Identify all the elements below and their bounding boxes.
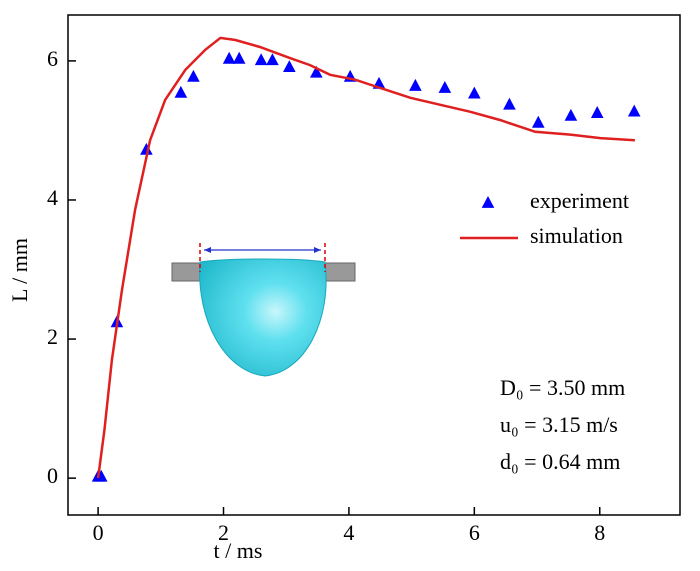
data-point: [174, 85, 188, 98]
data-point: [503, 97, 516, 110]
data-point: [232, 51, 246, 64]
data-line: [96, 36, 635, 479]
annotation: u₀ = 3.15 m/s: [500, 412, 618, 437]
data-point: [94, 469, 108, 482]
data-point: [283, 60, 296, 73]
x-tick-label: 8: [594, 520, 605, 545]
y-tick-label: 6: [47, 46, 58, 71]
legend-label: simulation: [530, 223, 623, 248]
plot-frame: [67, 14, 681, 516]
x-axis-label: t / ms: [214, 538, 263, 563]
y-tick-label: 2: [47, 324, 58, 349]
legend-marker: [481, 196, 495, 208]
data-point: [468, 86, 481, 99]
data-point: [564, 108, 578, 121]
data-point: [438, 81, 452, 93]
data-point: [627, 104, 641, 117]
data-point: [222, 51, 236, 64]
data-point: [254, 53, 268, 66]
x-tick-label: 6: [469, 520, 480, 545]
annotation: d₀ = 0.64 mm: [500, 449, 620, 474]
legend-label: experiment: [530, 188, 629, 213]
x-tick-label: 0: [93, 520, 104, 545]
x-tick-label: 4: [343, 520, 354, 545]
inset-droplet: [199, 258, 327, 377]
data-point: [409, 78, 422, 91]
y-axis-label: L / mm: [7, 238, 32, 302]
inset: [171, 243, 356, 377]
y-tick-label: 0: [47, 463, 58, 488]
y-tick-label: 4: [47, 185, 58, 210]
data-point: [531, 115, 545, 128]
data-point: [140, 142, 153, 155]
data-point: [266, 53, 279, 66]
annotation: D₀ = 3.50 mm: [500, 375, 625, 400]
data-point: [310, 65, 323, 78]
x-tick-label: 2: [218, 520, 229, 545]
data-point: [187, 69, 200, 82]
data-point: [590, 106, 604, 118]
